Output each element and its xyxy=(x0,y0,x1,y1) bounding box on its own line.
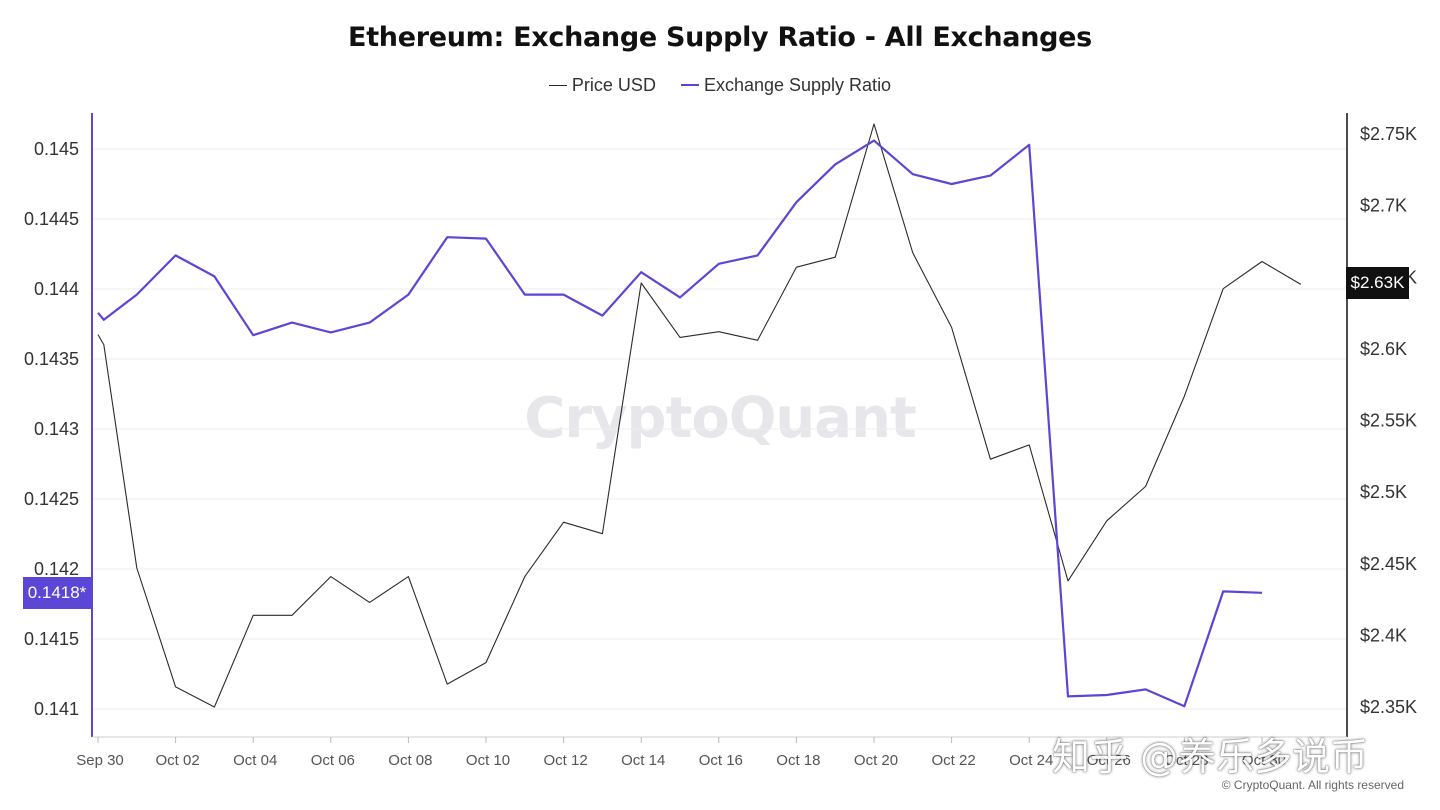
series-line-price-usd[interactable] xyxy=(97,123,1302,708)
legend: Price USD Exchange Supply Ratio xyxy=(0,70,1440,96)
left-tick-label: 0.141 xyxy=(34,699,79,719)
x-tick-label: Oct 30 xyxy=(1242,752,1286,769)
legend-item-price[interactable]: Price USD xyxy=(548,75,656,96)
right-tick-label: $2.4K xyxy=(1360,625,1407,645)
right-tick-label: $2.6K xyxy=(1360,339,1407,359)
right-tick-label: $2.5K xyxy=(1360,482,1407,502)
x-tick-label: Oct 06 xyxy=(311,752,355,769)
left-tick-label: 0.142 xyxy=(34,559,79,579)
grid-lines xyxy=(92,148,1347,710)
legend-label-ratio: Exchange Supply Ratio xyxy=(703,74,892,95)
legend-item-ratio[interactable]: Exchange Supply Ratio xyxy=(680,74,892,96)
left-tick-label: 0.1425 xyxy=(24,489,79,509)
x-tick-label: Oct 26 xyxy=(1087,752,1131,769)
watermark-logo: CryptoQuant xyxy=(524,386,916,451)
x-tick-label: Oct 04 xyxy=(233,752,277,769)
axes xyxy=(91,113,1348,738)
x-tick-label: Oct 18 xyxy=(776,752,820,769)
chart-title: Ethereum: Exchange Supply Ratio - All Ex… xyxy=(348,22,1092,53)
right-tick-label: $2.7K xyxy=(1360,196,1407,216)
x-tick-label: Oct 10 xyxy=(466,752,510,769)
x-tick-label: Oct 12 xyxy=(544,752,588,769)
right-tick-label: $2.35K xyxy=(1360,697,1417,717)
legend-swatch-ratio xyxy=(680,84,699,86)
tick-labels: 0.141 0.1415 0.142 0.1425 0.143 0.1435 0.144 0.… xyxy=(24,124,1417,769)
right-tick-label: $2.75K xyxy=(1360,124,1417,144)
x-tick-label: Oct 14 xyxy=(621,752,665,769)
left-tick-label: 0.1415 xyxy=(24,629,79,649)
copyright-notice: © CryptoQuant. All rights reserved xyxy=(1221,778,1404,792)
series-line-exchange-supply-ratio[interactable] xyxy=(97,139,1263,708)
left-tick-label: 0.145 xyxy=(34,139,79,159)
left-tick-label: 0.144 xyxy=(34,279,79,299)
left-tick-label: 0.1435 xyxy=(24,349,79,369)
last-value-badge-ratio: 0.1418* xyxy=(23,577,91,609)
last-value-badge-price: $2.63K xyxy=(1346,267,1409,299)
legend-label-price: Price USD xyxy=(571,75,656,95)
x-tick-label: Oct 16 xyxy=(699,752,743,769)
x-tick-label: Oct 28 xyxy=(1164,752,1208,769)
right-tick-label: $2.55K xyxy=(1360,411,1417,431)
x-tick-label: Oct 24 xyxy=(1009,752,1053,769)
left-tick-label: 0.143 xyxy=(34,419,79,439)
overlay-watermark-text: 知乎 @养乐多说币 xyxy=(1052,735,1369,779)
x-tick-label: Oct 08 xyxy=(388,752,432,769)
x-tick-label: Oct 22 xyxy=(932,752,976,769)
x-tick-label: Sep 30 xyxy=(76,752,124,769)
legend-swatch-price xyxy=(548,85,567,86)
x-tick-label: Oct 20 xyxy=(854,752,898,769)
right-tick-label: $2.45K xyxy=(1360,554,1417,574)
series-lines xyxy=(97,123,1302,708)
left-tick-label: 0.1445 xyxy=(24,209,79,229)
x-tick-label: Oct 02 xyxy=(156,752,200,769)
